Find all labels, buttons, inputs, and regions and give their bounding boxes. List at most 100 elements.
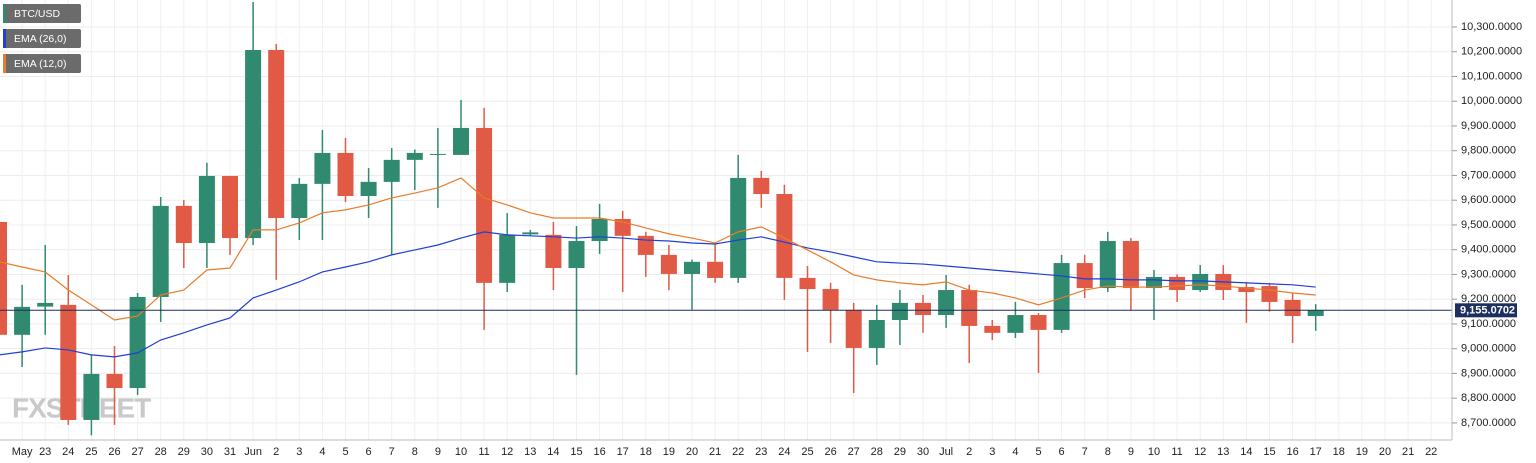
y-tick-label: 9,700.0000	[1461, 169, 1516, 181]
candle-body	[291, 183, 308, 219]
x-tick-label: 19	[1356, 446, 1368, 458]
x-tick-label: 12	[501, 446, 513, 458]
legend-label: EMA (12,0)	[14, 58, 67, 70]
axes: 8,700.0000 8,800.0000 8,900.0000 9,000.0000…	[12, 21, 1522, 458]
candle-body	[915, 302, 931, 316]
legend: BTC/USD EMA (26,0) EMA (12,0)	[3, 4, 81, 73]
candle-body	[0, 221, 7, 335]
candle-body	[429, 153, 446, 155]
y-tick-label: 10,300.0000	[1461, 21, 1522, 33]
candle-body	[175, 205, 192, 244]
x-tick-label: 26	[824, 446, 836, 458]
candle-body	[406, 152, 423, 160]
x-tick-label: 15	[1263, 446, 1275, 458]
candle-body	[1307, 310, 1324, 317]
candle-body	[891, 302, 908, 320]
legend-label: BTC/USD	[14, 8, 61, 20]
legend-label: EMA (26,0)	[14, 33, 67, 45]
x-tick-label: 7	[389, 446, 395, 458]
candle-body	[453, 127, 469, 155]
candle-body	[83, 373, 100, 420]
x-tick-label: 19	[663, 446, 675, 458]
x-tick-label: 9	[1128, 446, 1134, 458]
y-tick-label: 8,800.0000	[1461, 392, 1516, 404]
x-tick-label: 29	[178, 446, 190, 458]
candle-body	[245, 49, 262, 239]
watermark: FXSTREET	[12, 392, 151, 423]
y-tick-label: 8,900.0000	[1461, 367, 1516, 379]
candle-body	[868, 319, 885, 348]
y-tick-label: 9,200.0000	[1461, 293, 1516, 305]
candle-body	[1238, 287, 1255, 293]
x-tick-label: 11	[1171, 446, 1182, 458]
x-tick-label: 4	[319, 446, 325, 458]
candle-body	[730, 177, 747, 278]
x-tick-label: 6	[366, 446, 372, 458]
x-tick-label: 16	[593, 446, 605, 458]
x-tick-label: 11	[478, 446, 489, 458]
x-tick-label: 14	[1240, 446, 1252, 458]
x-tick-label: 23	[39, 446, 51, 458]
x-tick-label: 18	[640, 446, 652, 458]
x-tick-label: 13	[524, 446, 536, 458]
candle-body	[753, 177, 770, 195]
candle-body	[799, 277, 816, 290]
candle-body	[845, 309, 862, 348]
y-tick-label: 9,500.0000	[1461, 219, 1516, 231]
x-tick-label: Jul	[939, 446, 953, 458]
x-tick-label: 9	[435, 446, 441, 458]
plot-area	[0, 1, 1452, 436]
candle-body	[1007, 315, 1024, 333]
candle-body	[1122, 241, 1139, 289]
candle-body	[684, 261, 700, 274]
candle-body	[1192, 273, 1209, 291]
candle-body	[337, 152, 354, 196]
candle-body	[1099, 241, 1116, 289]
y-tick-label: 8,700.0000	[1461, 417, 1516, 429]
legend-swatch	[3, 54, 6, 73]
x-tick-label: 16	[1286, 446, 1298, 458]
x-tick-label: 25	[801, 446, 813, 458]
x-tick-label: 10	[1148, 446, 1160, 458]
x-tick-label: 4	[1012, 446, 1018, 458]
x-tick-label: 3	[989, 446, 995, 458]
candle-body	[776, 194, 793, 278]
legend-box	[3, 29, 81, 48]
x-tick-label: 15	[570, 446, 582, 458]
x-tick-label: 25	[85, 446, 97, 458]
candle-body	[476, 127, 493, 283]
candle-body	[961, 290, 978, 326]
candle-body	[129, 296, 146, 389]
candle-body	[1030, 315, 1047, 330]
y-tick-label: 9,000.0000	[1461, 343, 1516, 355]
x-tick-label: 22	[1425, 446, 1437, 458]
candle-body	[522, 232, 539, 235]
candle-body	[1146, 276, 1162, 289]
candle-body	[984, 325, 1001, 333]
y-tick-label: 9,300.0000	[1461, 268, 1516, 280]
candle-body	[707, 261, 724, 278]
x-tick-label: 20	[1379, 446, 1391, 458]
last-price-label: 9,155.0702	[1460, 305, 1515, 317]
candle-body	[360, 181, 377, 196]
legend-box	[3, 54, 81, 73]
x-tick-label: 23	[755, 446, 767, 458]
candle-body	[383, 159, 400, 182]
x-tick-label: 17	[617, 446, 629, 458]
x-tick-label: 12	[1194, 446, 1206, 458]
x-tick-label: 27	[131, 446, 143, 458]
x-tick-label: May	[12, 446, 33, 458]
x-tick-label: 8	[1105, 446, 1111, 458]
x-tick-label: 30	[917, 446, 929, 458]
x-tick-label: 14	[547, 446, 559, 458]
x-tick-label: 27	[848, 446, 860, 458]
x-tick-label: 24	[778, 446, 790, 458]
candle-body	[37, 302, 54, 307]
y-tick-label: 9,900.0000	[1461, 120, 1516, 132]
ema-line	[0, 177, 1316, 321]
x-tick-label: 29	[894, 446, 906, 458]
candle-body	[14, 306, 31, 335]
candle-body	[660, 254, 677, 274]
x-tick-label: 5	[342, 446, 348, 458]
